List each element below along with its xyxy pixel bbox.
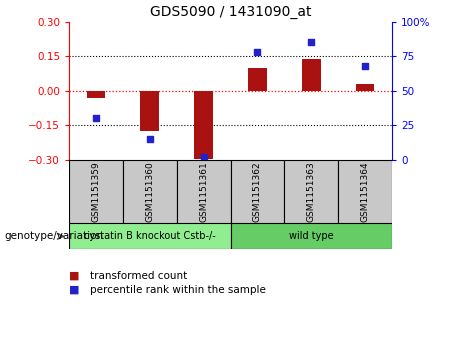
Text: GSM1151362: GSM1151362: [253, 161, 262, 222]
Point: [92, 115, 100, 121]
Bar: [177, 160, 230, 223]
Bar: [87, 91, 106, 98]
Bar: [302, 58, 320, 91]
Bar: [194, 91, 213, 159]
Text: percentile rank within the sample: percentile rank within the sample: [90, 285, 266, 295]
Bar: [355, 84, 374, 91]
Text: GSM1151364: GSM1151364: [361, 161, 369, 222]
Text: cystatin B knockout Cstb-/-: cystatin B knockout Cstb-/-: [84, 231, 216, 241]
Text: genotype/variation: genotype/variation: [5, 231, 104, 241]
Text: ■: ■: [69, 270, 80, 281]
Text: GSM1151360: GSM1151360: [145, 161, 154, 222]
Point: [307, 40, 315, 45]
Bar: [338, 160, 392, 223]
Text: wild type: wild type: [289, 231, 333, 241]
Text: GSM1151361: GSM1151361: [199, 161, 208, 222]
Bar: [248, 68, 267, 91]
Bar: [69, 223, 230, 249]
Bar: [230, 223, 392, 249]
Title: GDS5090 / 1431090_at: GDS5090 / 1431090_at: [150, 5, 311, 19]
Bar: [123, 160, 177, 223]
Point: [146, 136, 154, 142]
Text: GSM1151359: GSM1151359: [92, 161, 100, 222]
Bar: [284, 160, 338, 223]
Bar: [230, 160, 284, 223]
Text: transformed count: transformed count: [90, 270, 187, 281]
Bar: [141, 91, 159, 131]
Text: GSM1151363: GSM1151363: [307, 161, 316, 222]
Point: [200, 154, 207, 160]
Point: [254, 49, 261, 55]
Point: [361, 63, 369, 69]
Text: ■: ■: [69, 285, 80, 295]
Bar: [69, 160, 123, 223]
